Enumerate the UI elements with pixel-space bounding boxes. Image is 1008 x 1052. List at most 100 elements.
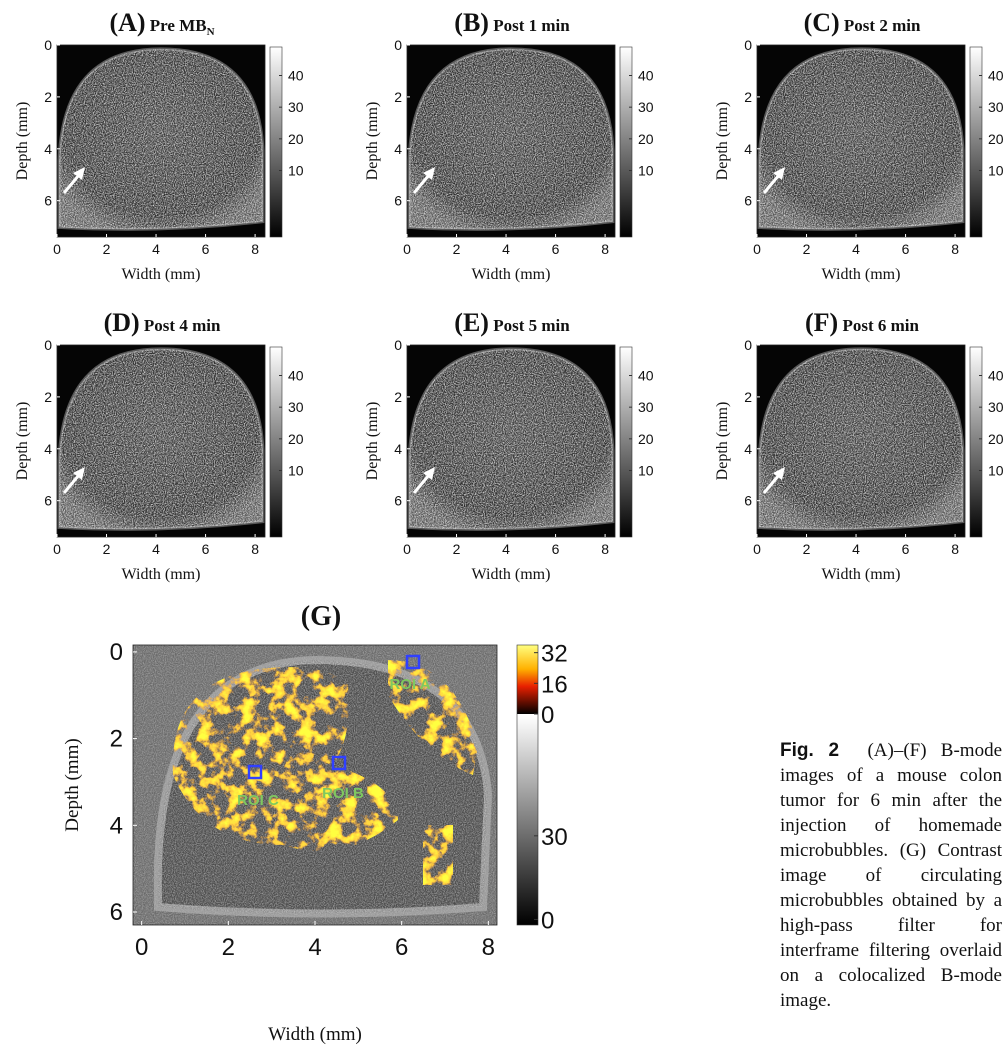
- colorbar-tick-label: 10: [988, 163, 1004, 179]
- y-tick-label: 2: [44, 389, 52, 405]
- y-tick-label: 0: [110, 639, 123, 666]
- x-tick-label: 0: [53, 241, 61, 257]
- panel: (D) Post 4 min024680246Width (mm)Depth (…: [14, 308, 304, 583]
- x-tick-label: 8: [601, 541, 609, 557]
- panel-label: (F): [805, 308, 838, 337]
- y-tick-label: 6: [744, 493, 752, 509]
- y-tick-label: 4: [44, 141, 52, 157]
- colorbar-tick-label: 10: [638, 463, 654, 479]
- colorbar-tick-label: 0: [541, 702, 554, 729]
- y-tick-label: 6: [44, 193, 52, 209]
- x-tick-label: 0: [753, 541, 761, 557]
- caption: Fig. 2 (A)–(F) B-mode images of a mouse …: [780, 738, 1002, 1013]
- y-tick-label: 4: [110, 812, 123, 839]
- panel-title-text: Post 6 min: [842, 316, 919, 335]
- x-tick-label: 8: [601, 241, 609, 257]
- x-tick-label: 2: [803, 541, 811, 557]
- colorbar-tick-label: 40: [638, 368, 654, 384]
- y-tick-label: 4: [744, 441, 752, 457]
- x-tick-label: 2: [453, 241, 461, 257]
- x-tick-label: 4: [502, 241, 510, 257]
- y-axis-label: Depth (mm): [62, 738, 83, 831]
- panel-title-text: Post 2 min: [844, 16, 921, 35]
- panel-label: (C): [804, 8, 840, 37]
- y-axis-label: Depth (mm): [364, 102, 381, 181]
- speckle: [759, 349, 963, 529]
- x-tick-label: 4: [502, 541, 510, 557]
- colorbar-tick-label: 20: [288, 131, 304, 147]
- y-tick-label: 6: [744, 193, 752, 209]
- x-tick-label: 4: [152, 241, 160, 257]
- y-tick-label: 6: [394, 193, 402, 209]
- speckle: [59, 349, 263, 529]
- y-tick-label: 2: [394, 389, 402, 405]
- x-tick-label: 0: [403, 241, 411, 257]
- caption-label: Fig. 2: [780, 740, 839, 761]
- x-tick-label: 4: [152, 541, 160, 557]
- y-tick-label: 2: [44, 89, 52, 105]
- x-tick-label: 2: [453, 541, 461, 557]
- panel-title: (G): [301, 601, 341, 632]
- y-tick-label: 0: [44, 337, 52, 353]
- colorbar-tick-label: 20: [988, 431, 1004, 447]
- x-tick-label: 6: [552, 241, 560, 257]
- panel-label: (B): [454, 8, 489, 37]
- roi-label: ROI C: [237, 792, 279, 809]
- roi-label: ROI A: [389, 676, 430, 693]
- x-tick-label: 4: [308, 934, 321, 961]
- colorbar-tick-label: 32: [541, 641, 568, 668]
- x-tick-label: 6: [395, 934, 408, 961]
- roi-label: ROI B: [322, 785, 364, 802]
- caption-text: (A)–(F) B-mode images of a mouse colon t…: [780, 740, 1002, 1011]
- y-tick-label: 0: [744, 37, 752, 53]
- panel-title: (F) Post 6 min: [805, 308, 919, 337]
- x-tick-label: 6: [202, 541, 210, 557]
- colorbar-tick-label: 20: [988, 131, 1004, 147]
- x-tick-label: 2: [103, 541, 111, 557]
- colorbar-tick-label: 30: [541, 824, 568, 851]
- x-axis-label: Width (mm): [472, 566, 551, 583]
- panel-title: (E) Post 5 min: [454, 308, 570, 337]
- panel-title-text: Post 1 min: [493, 16, 570, 35]
- y-axis-label: Depth (mm): [714, 102, 731, 181]
- panel-title-text: Pre MB: [150, 16, 207, 35]
- colorbar-tick-label: 40: [288, 368, 304, 384]
- x-tick-label: 2: [222, 934, 235, 961]
- colorbar-tick-label: 30: [288, 99, 304, 115]
- y-axis-label: Depth (mm): [14, 402, 31, 481]
- panel-title: (B) Post 1 min: [454, 8, 570, 37]
- x-tick-label: 8: [251, 241, 259, 257]
- panel-title: (D) Post 4 min: [104, 308, 221, 337]
- colorbar-tick-label: 16: [541, 671, 568, 698]
- colorbar-gray: [517, 716, 538, 925]
- colorbar-tick-label: 30: [638, 399, 654, 415]
- y-tick-label: 2: [110, 726, 123, 753]
- y-tick-label: 0: [394, 37, 402, 53]
- y-tick-label: 2: [744, 89, 752, 105]
- colorbar-tick-label: 40: [288, 68, 304, 84]
- x-tick-label: 6: [902, 241, 910, 257]
- panel-title-text: Post 5 min: [493, 316, 570, 335]
- y-tick-label: 2: [394, 89, 402, 105]
- colorbar-tick-label: 30: [288, 399, 304, 415]
- colorbar-tick-label: 10: [638, 163, 654, 179]
- colorbar-tick-label: 40: [988, 68, 1004, 84]
- panel-title-text: Post 4 min: [144, 316, 221, 335]
- speckle: [409, 49, 613, 229]
- colorbar-tick-label: 20: [638, 431, 654, 447]
- panel-label: (A): [109, 8, 145, 37]
- x-tick-label: 0: [403, 541, 411, 557]
- y-axis-label: Depth (mm): [364, 402, 381, 481]
- x-tick-label: 2: [103, 241, 111, 257]
- colorbar-tick-label: 30: [988, 399, 1004, 415]
- y-tick-label: 4: [744, 141, 752, 157]
- x-tick-label: 8: [951, 241, 959, 257]
- colorbar-tick-label: 10: [288, 163, 304, 179]
- x-tick-label: 0: [753, 241, 761, 257]
- x-tick-label: 2: [803, 241, 811, 257]
- x-axis-label: Width (mm): [822, 266, 901, 283]
- x-axis-label: Width (mm): [472, 266, 551, 283]
